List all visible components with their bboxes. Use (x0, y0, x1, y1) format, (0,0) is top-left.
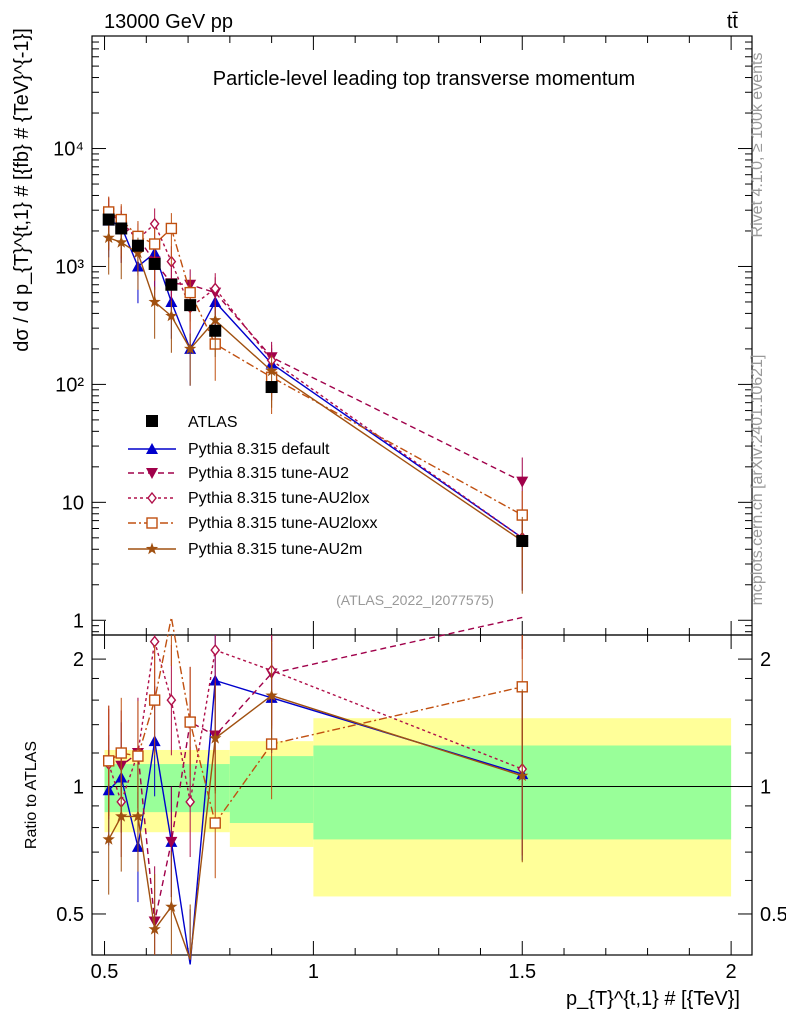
data-point (209, 324, 222, 337)
marker-triangle-down (146, 468, 158, 479)
marker-open-square (184, 286, 196, 299)
legend-label: Pythia 8.315 tune-AU2 (188, 465, 349, 482)
marker-star (209, 731, 222, 744)
marker-star (148, 922, 161, 935)
data-point (102, 213, 115, 226)
x-tick-label: 1 (308, 961, 319, 983)
series-0 (102, 205, 529, 591)
marker-open-square (146, 517, 158, 529)
ratio-series-4 (102, 640, 529, 960)
marker-open-square (165, 222, 178, 235)
data-point (265, 381, 278, 394)
analysis-tag: (ATLAS_2022_I2077575) (336, 592, 494, 608)
data-point (516, 535, 529, 548)
data-point (148, 257, 161, 270)
marker-triangle-up (146, 443, 158, 454)
ratio-series-3 (103, 617, 528, 879)
marker-star (165, 309, 178, 322)
marker-triangle-down (516, 476, 529, 488)
ratio-plot-frame (91, 634, 753, 956)
ratio-series (102, 616, 529, 965)
marker-star (102, 231, 115, 244)
legend-label: Pythia 8.315 tune-AU2loxx (188, 515, 377, 532)
ratio-tick-label: 0.5 (760, 904, 786, 926)
marker-diamond (147, 491, 157, 505)
ratio-axis-ticks: 0.5 1 1.5 2 0.5 0.5 1 1 2 2 (56, 635, 786, 983)
marker-open-square (148, 694, 161, 706)
y-tick-label: 10² (55, 374, 84, 396)
data-point (165, 278, 178, 291)
marker-open-square (103, 755, 115, 767)
marker-diamond (149, 217, 160, 230)
legend: ATLAS Pythia 8.315 default Pythia 8.315 tu… (128, 414, 377, 558)
y-axis-label: dσ / d p_{T}^{t,1} # [{fb} # {TeV}^{-1}] (11, 28, 33, 352)
marker-star (102, 832, 115, 845)
marker-star (165, 900, 178, 912)
x-tick-label: 1.5 (508, 961, 536, 983)
marker-star (516, 769, 529, 782)
ratio-tick-label: 2 (760, 649, 771, 671)
marker-star (145, 542, 159, 555)
marker-star (265, 364, 278, 377)
marker-star (209, 313, 222, 326)
header-left: 13000 GeV pp (104, 11, 233, 33)
marker-diamond (210, 282, 221, 295)
x-axis-label: p_{T}^{t,1} # [{TeV}] (566, 988, 740, 1010)
marker-open-square (184, 716, 196, 728)
ratio-tick-label: 2 (73, 649, 84, 671)
header-right: tt̄ (727, 11, 739, 33)
marker-star (265, 689, 278, 701)
marker-star (131, 809, 145, 822)
legend-label: Pythia 8.315 tune-AU2lox (188, 490, 369, 507)
legend-label: Pythia 8.315 default (188, 441, 330, 458)
marker-diamond (210, 643, 221, 657)
data-point (115, 222, 128, 235)
legend-label: ATLAS (188, 414, 238, 431)
series-1 (102, 198, 529, 535)
x-tick-label: 2 (726, 961, 737, 983)
y-tick-label: 10³ (55, 256, 84, 278)
marker-star (115, 809, 128, 822)
marker-open-square (209, 817, 221, 829)
data-point (131, 239, 144, 252)
main-axis-ticks: 1 10 10² 10³ 10⁴ (53, 35, 752, 635)
legend-marker-data (146, 415, 158, 427)
mcplots-label: mcplots.cern.ch [arXiv:2401.10621] (749, 355, 766, 606)
marker-open-square (132, 750, 144, 762)
rivet-label: Rivet 4.1.0, ≥ 100k events (749, 53, 766, 238)
marker-open-square (148, 238, 161, 250)
legend-label: Pythia 8.315 tune-AU2m (188, 541, 362, 558)
marker-star (184, 342, 197, 355)
ratio-tick-label: 1 (73, 777, 84, 799)
marker-star (131, 246, 145, 259)
ratio-y-label: Ratio to ATLAS (23, 741, 40, 849)
marker-star (115, 235, 128, 248)
ratio-tick-label: 1 (760, 777, 771, 799)
y-tick-label: 1 (73, 610, 84, 632)
series-4 (102, 222, 529, 594)
marker-diamond (185, 795, 196, 808)
x-tick-label: 0.5 (91, 961, 119, 983)
data-series (102, 213, 529, 548)
marker-triangle-down (165, 836, 178, 848)
marker-open-square (115, 747, 127, 759)
chart-title: Particle-level leading top transverse mo… (213, 68, 635, 90)
main-series (102, 196, 529, 594)
y-tick-label: 10⁴ (53, 139, 84, 161)
y-tick-label: 10 (62, 492, 84, 514)
series-3 (103, 196, 528, 568)
data-point (184, 299, 197, 312)
marker-star (148, 295, 161, 308)
marker-diamond (166, 693, 177, 707)
ratio-tick-label: 0.5 (56, 904, 84, 926)
